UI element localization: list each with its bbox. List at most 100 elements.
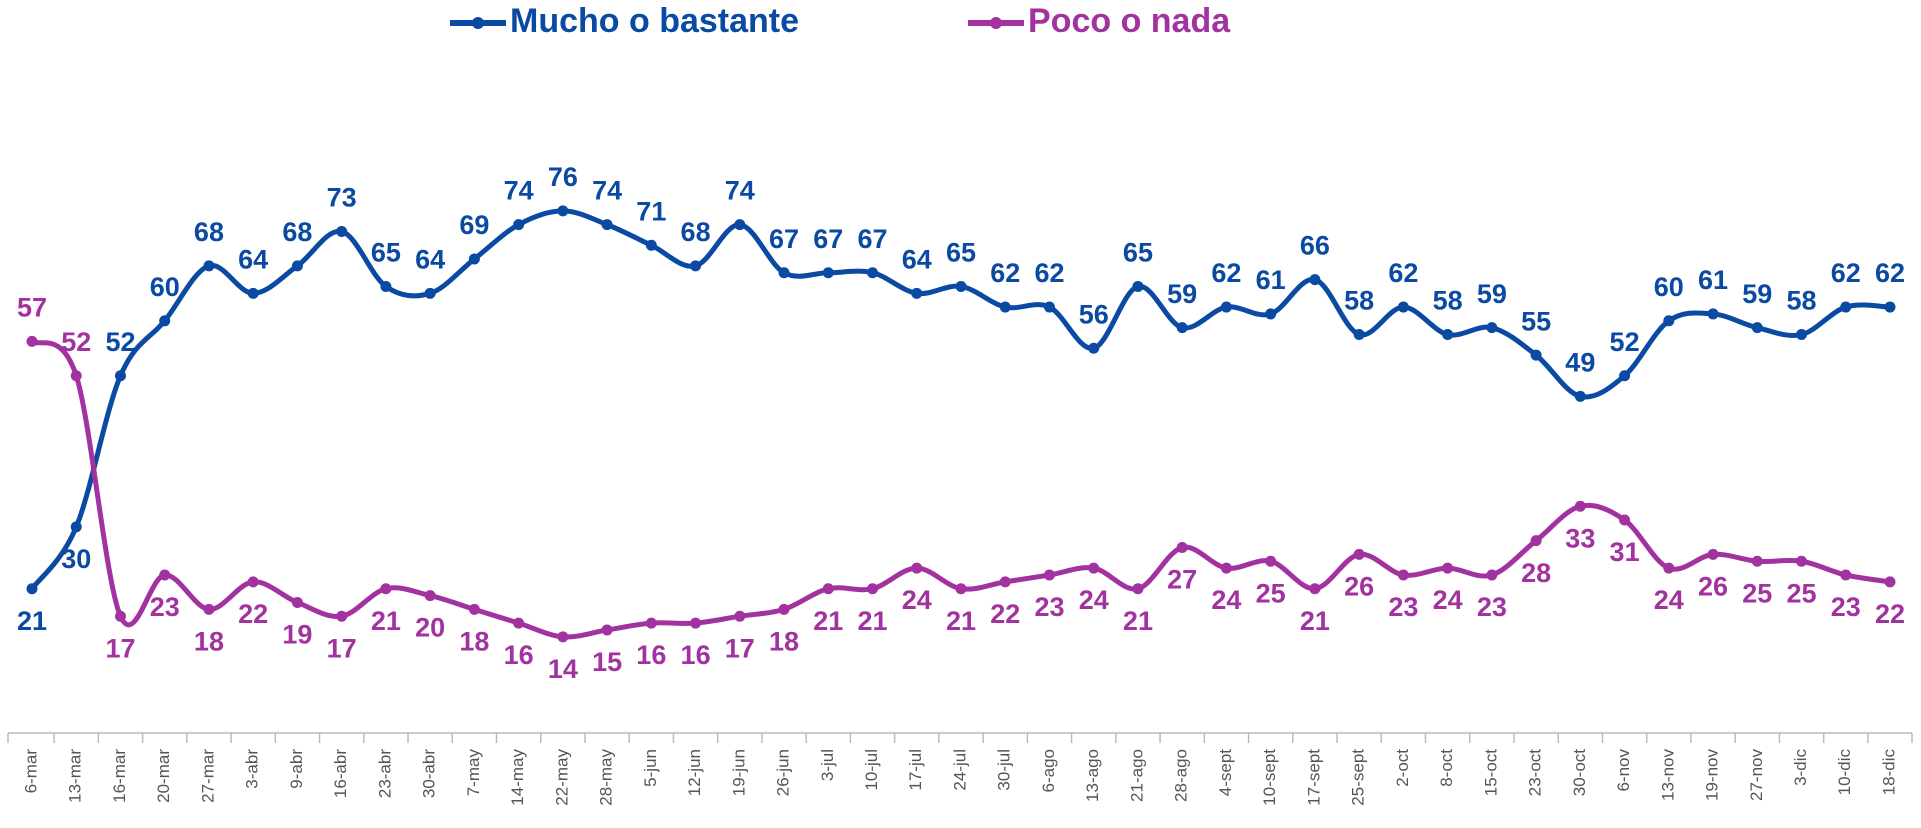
x-tick-label: 8-oct	[1437, 749, 1456, 787]
x-tick-label: 28-ago	[1172, 749, 1191, 802]
data-label: 59	[1742, 279, 1772, 309]
data-label: 52	[1610, 327, 1640, 357]
data-label: 67	[813, 224, 843, 254]
data-label: 57	[17, 293, 47, 323]
point	[291, 596, 303, 608]
data-label: 24	[1433, 585, 1463, 615]
data-label: 15	[592, 647, 622, 677]
x-tick-label: 22-may	[552, 749, 571, 806]
data-label: 66	[1300, 231, 1330, 261]
data-label: 16	[681, 640, 711, 670]
data-label: 73	[327, 183, 357, 213]
data-label: 23	[1831, 592, 1861, 622]
legend-label: Mucho o bastante	[510, 2, 799, 40]
point	[1840, 301, 1852, 313]
data-label: 65	[1123, 238, 1153, 268]
point	[1043, 301, 1055, 313]
point	[1132, 280, 1144, 292]
point	[291, 260, 303, 272]
point	[1619, 514, 1631, 526]
data-label: 14	[548, 654, 578, 684]
x-tick-label: 10-jul	[862, 749, 881, 791]
point	[645, 617, 657, 629]
point	[1751, 555, 1763, 567]
x-tick-label: 24-jul	[950, 749, 969, 791]
data-label: 16	[636, 640, 666, 670]
x-tick-label: 3-dic	[1791, 749, 1810, 786]
data-label: 18	[194, 626, 224, 656]
point	[911, 287, 923, 299]
data-label: 33	[1565, 523, 1595, 553]
point	[1840, 569, 1852, 581]
x-tick-label: 13-ago	[1083, 749, 1102, 802]
point	[468, 253, 480, 265]
data-label: 21	[371, 606, 401, 636]
point	[1397, 569, 1409, 581]
x-tick-label: 23-abr	[375, 749, 394, 798]
point	[1530, 349, 1542, 361]
data-label: 60	[1654, 272, 1684, 302]
data-label: 67	[769, 224, 799, 254]
data-label: 64	[238, 244, 268, 274]
point	[26, 335, 38, 347]
data-label: 23	[1477, 592, 1507, 622]
data-label: 65	[371, 238, 401, 268]
data-label: 20	[415, 613, 445, 643]
point	[468, 603, 480, 615]
point	[424, 590, 436, 602]
point	[1663, 315, 1675, 327]
data-label: 26	[1344, 572, 1374, 602]
data-label: 74	[725, 176, 755, 206]
point	[203, 260, 215, 272]
x-tick-label: 17-sept	[1304, 749, 1323, 806]
data-label: 31	[1610, 537, 1640, 567]
data-label: 22	[1875, 599, 1905, 629]
data-label: 27	[1167, 565, 1197, 595]
point	[26, 583, 38, 595]
data-label: 24	[902, 585, 932, 615]
point	[734, 610, 746, 622]
x-tick-label: 28-may	[597, 749, 616, 806]
point	[1353, 548, 1365, 560]
x-tick-label: 10-dic	[1835, 749, 1854, 796]
point	[999, 576, 1011, 588]
data-label: 68	[282, 217, 312, 247]
x-tick-label: 30-abr	[420, 749, 439, 798]
data-label: 21	[17, 606, 47, 636]
point	[911, 562, 923, 574]
point	[203, 603, 215, 615]
x-tick-label: 12-jun	[685, 749, 704, 796]
data-label: 62	[1388, 258, 1418, 288]
point	[999, 301, 1011, 313]
data-label: 59	[1167, 279, 1197, 309]
data-label: 28	[1521, 558, 1551, 588]
x-tick-label: 16-abr	[331, 749, 350, 798]
point	[1088, 562, 1100, 574]
point	[822, 583, 834, 595]
data-label: 52	[61, 327, 91, 357]
point	[1353, 329, 1365, 341]
point	[380, 280, 392, 292]
point	[1265, 555, 1277, 567]
point	[1884, 576, 1896, 588]
point	[70, 370, 82, 382]
data-label: 23	[150, 592, 180, 622]
data-label: 26	[1698, 572, 1728, 602]
point	[778, 267, 790, 279]
data-label: 65	[946, 238, 976, 268]
data-label: 69	[459, 210, 489, 240]
data-label: 17	[105, 633, 135, 663]
x-tick-label: 13-mar	[66, 749, 85, 803]
point	[645, 239, 657, 251]
data-label: 17	[327, 633, 357, 663]
point	[424, 287, 436, 299]
point	[247, 287, 259, 299]
data-label: 58	[1344, 286, 1374, 316]
point	[690, 617, 702, 629]
point	[513, 219, 525, 231]
data-label: 61	[1256, 265, 1286, 295]
x-tick-label: 16-mar	[110, 749, 129, 803]
x-tick-label: 6-ago	[1039, 749, 1058, 792]
point	[601, 624, 613, 636]
data-label: 30	[61, 544, 91, 574]
